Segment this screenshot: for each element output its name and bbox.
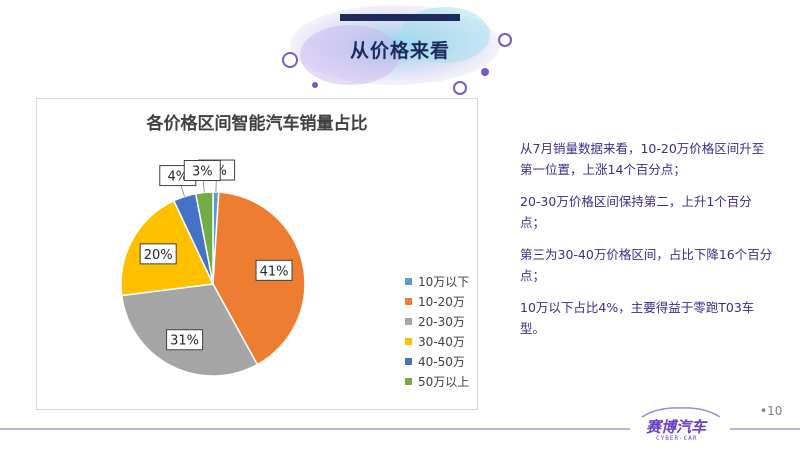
legend-item: 40-50万: [405, 351, 469, 371]
logo-subtext: CYBER-CAR: [656, 435, 698, 442]
data-label-box: [139, 243, 177, 265]
legend-swatch: [405, 277, 412, 285]
footer-divider: [730, 428, 800, 430]
legend-swatch: [405, 377, 412, 385]
legend-item: 20-30万: [405, 311, 469, 331]
legend-item: 10万以下: [405, 271, 469, 291]
legend-swatch: [405, 317, 412, 325]
legend-swatch: [405, 357, 412, 365]
analysis-paragraph: 20-30万价格区间保持第二，上升1个百分点；: [520, 194, 752, 230]
analysis-paragraph: 10万以下占比4%，主要得益于零跑T03车型。: [520, 300, 755, 336]
data-label-box: [255, 259, 293, 281]
car-silhouette-icon: [641, 407, 721, 418]
data-label-box: [183, 160, 221, 182]
logo-text: 赛博汽车: [646, 418, 707, 436]
legend-label: 10万以下: [418, 274, 470, 289]
page-number: •10: [760, 404, 783, 418]
analysis-paragraph: 从7月销量数据来看，10-20万价格区间升至第一位置，上涨14个百分点；: [520, 141, 765, 177]
data-label: 41%: [260, 264, 289, 279]
legend-label: 10-20万: [418, 294, 465, 309]
legend-swatch: [405, 297, 412, 305]
leader-line: [180, 184, 185, 197]
analysis-text-panel: 从7月销量数据来看，10-20万价格区间升至第一位置，上涨14个百分点； 20-…: [520, 138, 776, 350]
pie-slice: [194, 191, 214, 285]
data-label: 31%: [170, 334, 199, 349]
data-label: 20%: [144, 248, 173, 263]
legend-label: 50万以上: [418, 374, 470, 389]
legend-swatch: [405, 337, 412, 345]
data-label-box: [166, 329, 204, 351]
data-label: 3%: [192, 165, 213, 180]
leader-line: [202, 180, 205, 193]
chart-legend: 10万以下 10-20万 20-30万 30-40万 40-50万 50万以上: [405, 271, 469, 391]
brand-logo: 赛博汽车 CYBER-CAR: [638, 404, 724, 444]
legend-label: 30-40万: [418, 334, 465, 349]
analysis-paragraph: 第三为30-40万价格区间，占比下降16个百分点；: [520, 247, 773, 283]
footer-divider: [0, 428, 630, 430]
chart-panel: 各价格区间智能汽车销量占比 1%41%31%20%4%3% 10万以下10-20…: [36, 98, 478, 410]
data-label: 4%: [167, 170, 188, 185]
section-title: 从价格来看: [349, 40, 450, 62]
pie-chart: 1%41%31%20%4%3%: [120, 159, 306, 377]
watercolor-splash-decoration: [282, 5, 512, 95]
legend-item: 30-40万: [405, 331, 469, 351]
legend-label: 40-50万: [418, 354, 465, 369]
chart-title: 各价格区间智能汽车销量占比: [146, 114, 368, 134]
title-accent-bar: [340, 14, 460, 21]
legend-label: 20-30万: [418, 314, 465, 329]
legend-item: 50万以上: [405, 371, 469, 391]
legend-item: 10-20万: [405, 291, 469, 311]
